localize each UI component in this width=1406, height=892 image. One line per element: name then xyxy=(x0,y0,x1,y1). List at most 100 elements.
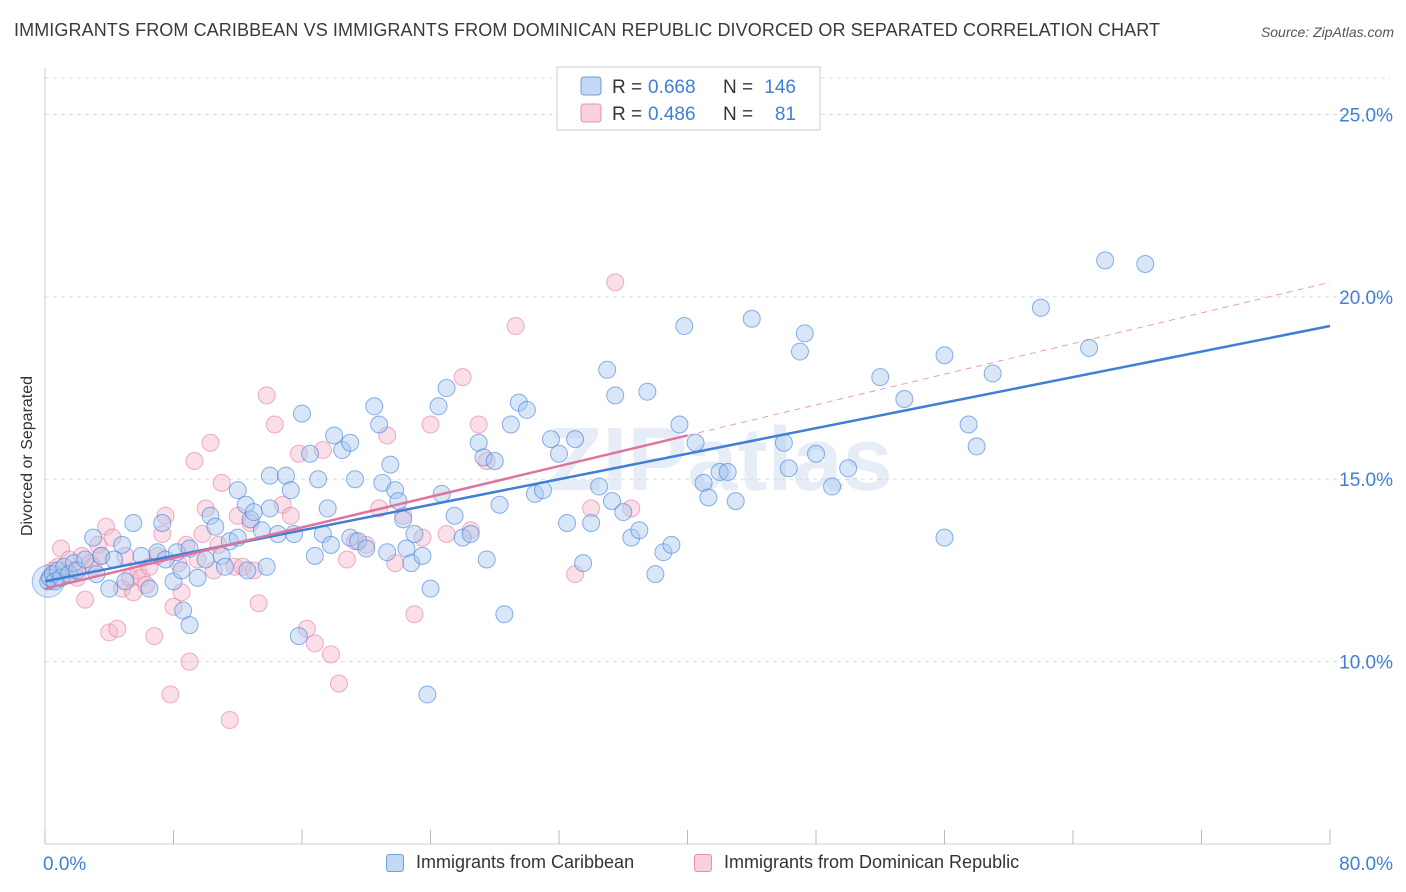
point-caribbean-71 xyxy=(386,481,405,500)
point-dominican-71 xyxy=(437,524,456,543)
point-caribbean-26 xyxy=(172,561,191,580)
point-dominican-31 xyxy=(164,597,183,616)
point-caribbean-126 xyxy=(795,324,814,343)
point-dominican-74 xyxy=(469,415,488,434)
stats-legend-box xyxy=(556,66,821,131)
point-caribbean-44 xyxy=(257,557,276,576)
point-caribbean-129 xyxy=(839,459,858,478)
point-caribbean-70 xyxy=(381,455,400,474)
point-caribbean-32 xyxy=(201,506,220,525)
point-caribbean-124 xyxy=(779,459,798,478)
y-tick-label-25: 25.0% xyxy=(1339,105,1393,126)
y-axis-tick-labels: 10.0% 15.0% 20.0% 25.0% xyxy=(1339,105,1393,673)
point-caribbean-65 xyxy=(357,539,376,558)
stats-n-value-1: 81 xyxy=(775,104,796,125)
point-caribbean-11 xyxy=(84,528,103,547)
bottom-legend: Immigrants from Caribbean Immigrants fro… xyxy=(0,852,1406,878)
point-caribbean-92 xyxy=(501,415,520,434)
point-dominican-52 xyxy=(265,415,284,434)
stats-legend: R = 0.668 N = 146 R = 0.486 N = 81 xyxy=(556,66,821,131)
point-dominican-40 xyxy=(201,433,220,452)
point-dominican-30 xyxy=(161,685,180,704)
point-caribbean-136 xyxy=(983,364,1002,383)
point-dominican-51 xyxy=(257,386,276,405)
chart-title: IMMIGRANTS FROM CARIBBEAN VS IMMIGRANTS … xyxy=(14,20,1161,40)
point-caribbean-118 xyxy=(699,488,718,507)
point-caribbean-57 xyxy=(318,499,337,518)
point-dominican-78 xyxy=(582,499,601,518)
point-caribbean-133 xyxy=(935,528,954,547)
point-caribbean-113 xyxy=(662,535,681,554)
point-caribbean-94 xyxy=(517,400,536,419)
legend-swatch-dominican xyxy=(694,853,712,872)
stats-n-label-0: N = xyxy=(723,77,753,98)
point-caribbean-127 xyxy=(807,444,825,463)
point-caribbean-83 xyxy=(445,506,464,525)
point-dominican-35 xyxy=(180,652,199,671)
stats-swatch-1 xyxy=(580,103,602,123)
point-caribbean-100 xyxy=(566,430,585,449)
stats-r-value-1: 0.486 xyxy=(648,104,696,125)
x-tick-label-min: 0.0% xyxy=(43,854,86,875)
point-caribbean-110 xyxy=(638,382,657,401)
point-caribbean-102 xyxy=(582,514,601,533)
point-dominican-70 xyxy=(421,415,440,434)
legend-label-dominican: Immigrants from Dominican Republic xyxy=(724,852,1020,872)
point-caribbean-139 xyxy=(1096,251,1115,270)
point-caribbean-82 xyxy=(437,379,456,398)
point-caribbean-51 xyxy=(289,627,308,646)
point-dominican-24 xyxy=(137,576,156,595)
point-dominican-43 xyxy=(212,473,231,492)
point-caribbean-16 xyxy=(113,535,132,554)
point-caribbean-52 xyxy=(293,404,311,423)
legend-label-caribbean: Immigrants from Caribbean xyxy=(416,852,635,872)
y-tick-label-15: 15.0% xyxy=(1339,470,1393,491)
point-caribbean-78 xyxy=(418,685,437,704)
point-caribbean-109 xyxy=(630,521,649,540)
point-dominican-17 xyxy=(108,619,127,638)
point-caribbean-87 xyxy=(474,448,493,467)
point-caribbean-22 xyxy=(153,514,172,533)
x-axis-tick-labels: 0.0% 80.0% xyxy=(43,854,1393,875)
point-caribbean-66 xyxy=(365,397,384,416)
point-dominican-57 xyxy=(305,634,324,653)
point-caribbean-20 xyxy=(140,579,159,598)
point-caribbean-38 xyxy=(228,481,247,500)
point-caribbean-75 xyxy=(402,554,421,573)
point-caribbean-132 xyxy=(935,346,954,365)
source-label: Source: ZipAtlas.com xyxy=(1260,24,1394,40)
point-caribbean-106 xyxy=(606,386,625,405)
point-caribbean-104 xyxy=(598,360,617,379)
point-caribbean-48 xyxy=(276,466,295,485)
stats-n-label-1: N = xyxy=(723,104,753,125)
point-dominican-68 xyxy=(405,605,424,624)
point-caribbean-76 xyxy=(405,524,424,543)
point-caribbean-69 xyxy=(378,543,397,562)
point-caribbean-17 xyxy=(116,572,135,591)
point-caribbean-45 xyxy=(260,499,279,518)
point-caribbean-35 xyxy=(215,557,234,576)
stats-r-label-1: R = xyxy=(612,104,642,125)
point-caribbean-107 xyxy=(614,503,633,522)
point-caribbean-98 xyxy=(550,444,568,463)
legend-item-caribbean[interactable]: Immigrants from Caribbean xyxy=(386,852,634,873)
point-caribbean-40 xyxy=(238,561,257,580)
point-caribbean-42 xyxy=(244,503,263,522)
point-dominican-16 xyxy=(103,528,122,547)
point-dominican-54 xyxy=(281,506,300,525)
point-dominican-60 xyxy=(329,674,348,693)
point-caribbean-14 xyxy=(100,579,119,598)
point-caribbean-111 xyxy=(646,565,665,584)
point-caribbean-85 xyxy=(461,524,480,543)
point-caribbean-29 xyxy=(180,616,199,635)
point-caribbean-138 xyxy=(1080,338,1099,357)
point-caribbean-140 xyxy=(1136,255,1155,274)
stats-n-value-0: 146 xyxy=(764,77,796,98)
point-caribbean-116 xyxy=(686,433,705,452)
point-caribbean-88 xyxy=(477,550,496,569)
stats-r-value-0: 0.668 xyxy=(648,77,696,98)
point-caribbean-73 xyxy=(394,510,413,529)
legend-item-dominican[interactable]: Immigrants from Dominican Republic xyxy=(694,852,1019,873)
point-caribbean-18 xyxy=(124,514,143,533)
